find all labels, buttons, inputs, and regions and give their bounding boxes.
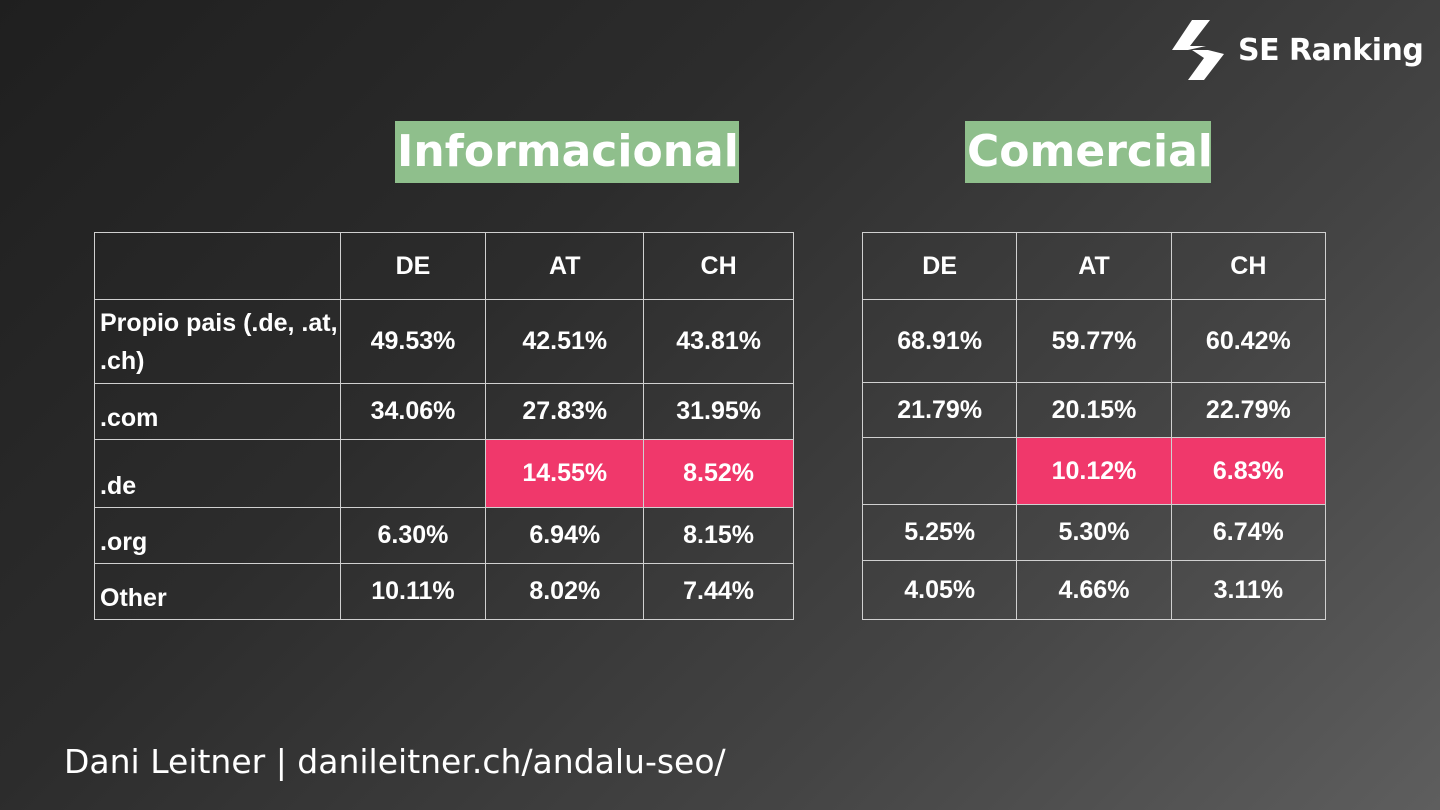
cell-value: 22.79% <box>1170 382 1327 438</box>
cell-value: 42.51% <box>485 299 645 384</box>
cell-value: 27.83% <box>485 383 645 440</box>
row-label: .de <box>94 439 341 508</box>
table-row: 5.25% 5.30% 6.74% <box>861 504 1327 561</box>
highlighted-cell: 8.52% <box>643 439 794 508</box>
table-header-row: DE AT CH <box>861 232 1327 300</box>
highlighted-cell: 14.55% <box>485 439 645 508</box>
column-header-de: DE <box>861 232 1018 300</box>
table-row: Propio pais (.de, .at, .ch) 49.53% 42.51… <box>94 299 794 384</box>
heading-comercial: Comercial <box>965 121 1213 183</box>
row-label: Propio pais (.de, .at, .ch) <box>94 299 341 384</box>
cell-value: 8.02% <box>485 563 645 620</box>
column-header-at: AT <box>485 232 645 300</box>
cell-value: 4.05% <box>861 560 1018 620</box>
table-row: .org 6.30% 6.94% 8.15% <box>94 507 794 564</box>
cell-value: 59.77% <box>1016 299 1172 383</box>
cell-value: 7.44% <box>643 563 794 620</box>
cell-value: 4.66% <box>1016 560 1172 620</box>
cell-value: 8.15% <box>643 507 794 564</box>
table-row: 21.79% 20.15% 22.79% <box>861 382 1327 438</box>
cell-value: 3.11% <box>1170 560 1327 620</box>
highlighted-cell: 10.12% <box>1016 437 1172 505</box>
cell-value: 34.06% <box>339 383 487 440</box>
cell-value: 43.81% <box>643 299 794 384</box>
se-ranking-logo: SE Ranking <box>1170 20 1424 80</box>
row-label: Other <box>94 563 341 620</box>
cell-value: 31.95% <box>643 383 794 440</box>
table-row: Other 10.11% 8.02% 7.44% <box>94 563 794 620</box>
cell-value: 10.11% <box>339 563 487 620</box>
footer-credit: Dani Leitner | danileitner.ch/andalu-seo… <box>64 742 726 781</box>
brand-name: SE Ranking <box>1238 32 1424 68</box>
cell-value: 6.30% <box>339 507 487 564</box>
row-label: .org <box>94 507 341 564</box>
comercial-table: DE AT CH 68.91% 59.77% 60.42% 21.79% 20.… <box>861 232 1327 620</box>
table-row: .com 34.06% 27.83% 31.95% <box>94 383 794 440</box>
cell-value: 60.42% <box>1170 299 1327 383</box>
table-row: .de 14.55% 8.52% <box>94 439 794 508</box>
informacional-table: DE AT CH Propio pais (.de, .at, .ch) 49.… <box>94 232 794 620</box>
cell-value <box>339 439 487 508</box>
cell-value: 6.94% <box>485 507 645 564</box>
column-header-ch: CH <box>1170 232 1327 300</box>
column-header-at: AT <box>1016 232 1172 300</box>
cell-value: 6.74% <box>1170 504 1327 561</box>
heading-informacional: Informacional <box>395 121 739 183</box>
table-row: 68.91% 59.77% 60.42% <box>861 299 1327 383</box>
column-header-ch: CH <box>643 232 794 300</box>
cell-value: 5.25% <box>861 504 1018 561</box>
se-ranking-bolt-icon <box>1172 20 1224 80</box>
cell-value: 49.53% <box>339 299 487 384</box>
corner-cell <box>94 232 341 300</box>
row-label: .com <box>94 383 341 440</box>
cell-value: 20.15% <box>1016 382 1172 438</box>
table-header-row: DE AT CH <box>94 232 794 300</box>
cell-value: 68.91% <box>861 299 1018 383</box>
cell-value: 5.30% <box>1016 504 1172 561</box>
column-header-de: DE <box>339 232 487 300</box>
table-row: 4.05% 4.66% 3.11% <box>861 560 1327 620</box>
table-row: 10.12% 6.83% <box>861 437 1327 505</box>
cell-value <box>861 437 1018 505</box>
highlighted-cell: 6.83% <box>1170 437 1327 505</box>
cell-value: 21.79% <box>861 382 1018 438</box>
